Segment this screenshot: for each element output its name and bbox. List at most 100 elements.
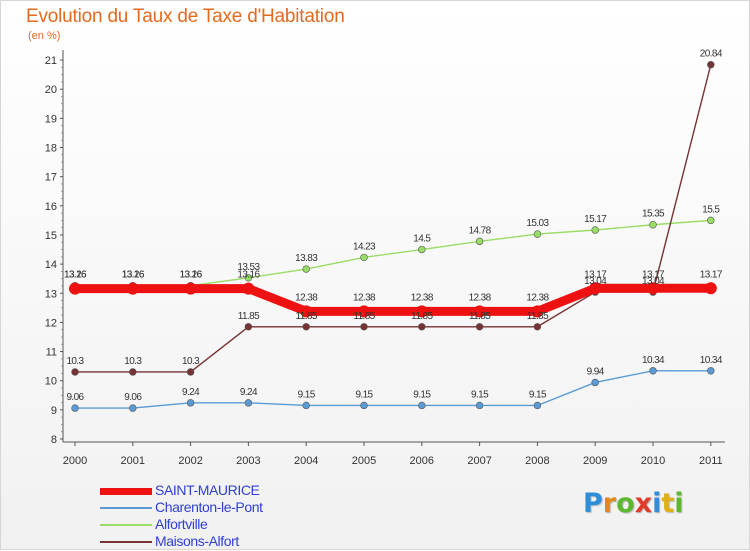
data-point — [649, 221, 657, 229]
data-point — [533, 230, 542, 238]
legend-swatch — [100, 507, 152, 509]
series-line — [70, 283, 716, 316]
data-point — [418, 323, 426, 331]
logo-letter: i — [652, 488, 662, 519]
data-point — [358, 305, 370, 318]
data-label: 10.3 — [124, 356, 142, 367]
data-label: 13.16 — [122, 270, 145, 281]
y-tick-label: 17 — [45, 172, 57, 184]
x-tick-label: 2006 — [410, 455, 434, 467]
data-label: 9.24 — [240, 387, 258, 398]
data-point — [649, 367, 657, 375]
x-tick-label: 2011 — [699, 455, 723, 467]
data-point — [69, 282, 81, 295]
data-label: 9.94 — [587, 366, 605, 377]
y-tick-label: 9 — [51, 405, 57, 417]
data-point — [475, 323, 484, 331]
data-label: 14.23 — [353, 241, 376, 252]
y-tick-label: 13 — [45, 288, 57, 300]
data-point — [360, 401, 368, 410]
data-point — [591, 378, 599, 387]
data-point — [647, 282, 659, 295]
data-point — [300, 305, 313, 318]
data-label: 11.85 — [411, 311, 433, 322]
data-point — [531, 305, 544, 318]
series-alfortville — [71, 216, 715, 290]
data-point — [533, 323, 542, 331]
data-point — [360, 253, 368, 262]
unit-label: (en %) — [28, 30, 61, 42]
data-point — [186, 368, 195, 376]
data-label: 13.16 — [237, 270, 260, 281]
logo-letter: x — [634, 488, 653, 519]
data-point — [704, 282, 717, 295]
data-point — [71, 368, 79, 376]
data-label: 13.26 — [64, 270, 87, 281]
chart-title: Evolution du Taux de Taxe d'Habitation — [26, 6, 345, 27]
x-tick-label: 2005 — [352, 455, 376, 467]
x-tick-label: 2001 — [121, 455, 145, 467]
data-label: 11.85 — [469, 311, 491, 322]
logo-letter: t — [661, 488, 675, 519]
data-point — [244, 399, 253, 407]
x-tick-label: 2002 — [178, 455, 202, 467]
data-label: 13.16 — [180, 270, 203, 281]
data-label: 12.38 — [469, 292, 492, 303]
data-label: 11.85 — [353, 311, 375, 322]
series-line — [74, 219, 712, 287]
data-point — [302, 401, 310, 410]
y-tick-label: 19 — [45, 113, 57, 125]
data-label: 14.5 — [413, 234, 431, 245]
logo-letter: o — [616, 488, 635, 519]
data-point — [707, 367, 715, 375]
y-tick-label: 14 — [45, 259, 57, 271]
data-point — [475, 237, 484, 246]
data-label: 15.17 — [584, 214, 607, 225]
data-point — [129, 368, 137, 376]
y-tick-label: 10 — [45, 376, 57, 388]
data-label: 9.15 — [471, 389, 489, 400]
logo-letter: r — [602, 488, 617, 519]
data-point — [475, 401, 484, 410]
data-point — [707, 61, 715, 69]
data-label: 13.83 — [295, 253, 318, 264]
data-label: 13.17 — [584, 269, 607, 280]
data-label: 20.84 — [700, 49, 723, 60]
data-label: 10.3 — [66, 356, 84, 367]
data-point — [418, 401, 426, 410]
data-label: 9.15 — [298, 389, 316, 400]
data-point — [244, 274, 253, 282]
data-label: 13.04 — [584, 276, 607, 287]
data-point — [533, 401, 542, 410]
data-point — [473, 305, 486, 318]
data-point — [360, 323, 368, 331]
x-tick-label: 2010 — [641, 455, 665, 467]
y-tick-label: 12 — [45, 317, 57, 329]
data-point — [707, 216, 715, 225]
x-tick-label: 2004 — [294, 455, 318, 467]
data-point — [244, 323, 253, 331]
data-point — [129, 404, 137, 412]
y-tick-label: 18 — [45, 143, 57, 155]
data-label: 13.26 — [180, 270, 203, 281]
legend-swatch — [100, 524, 152, 526]
data-label: 15.5 — [702, 204, 720, 215]
data-label: 9.15 — [529, 389, 547, 400]
data-label: 12.38 — [411, 292, 434, 303]
data-point — [302, 323, 310, 331]
series-charenton-le-pont — [71, 367, 715, 412]
data-label: 9.06 — [124, 392, 142, 403]
series-layer — [69, 61, 717, 412]
data-label: 9.15 — [413, 389, 431, 400]
data-point — [415, 305, 428, 318]
data-label: 13.17 — [700, 269, 723, 280]
data-label: 10.34 — [700, 355, 723, 366]
legend-swatch — [100, 487, 152, 495]
data-point — [418, 245, 426, 254]
y-tick-label: 20 — [45, 84, 57, 96]
x-tick-label: 2007 — [467, 455, 491, 467]
y-tick-label: 15 — [45, 230, 57, 242]
x-tick-label: 2008 — [525, 455, 549, 467]
